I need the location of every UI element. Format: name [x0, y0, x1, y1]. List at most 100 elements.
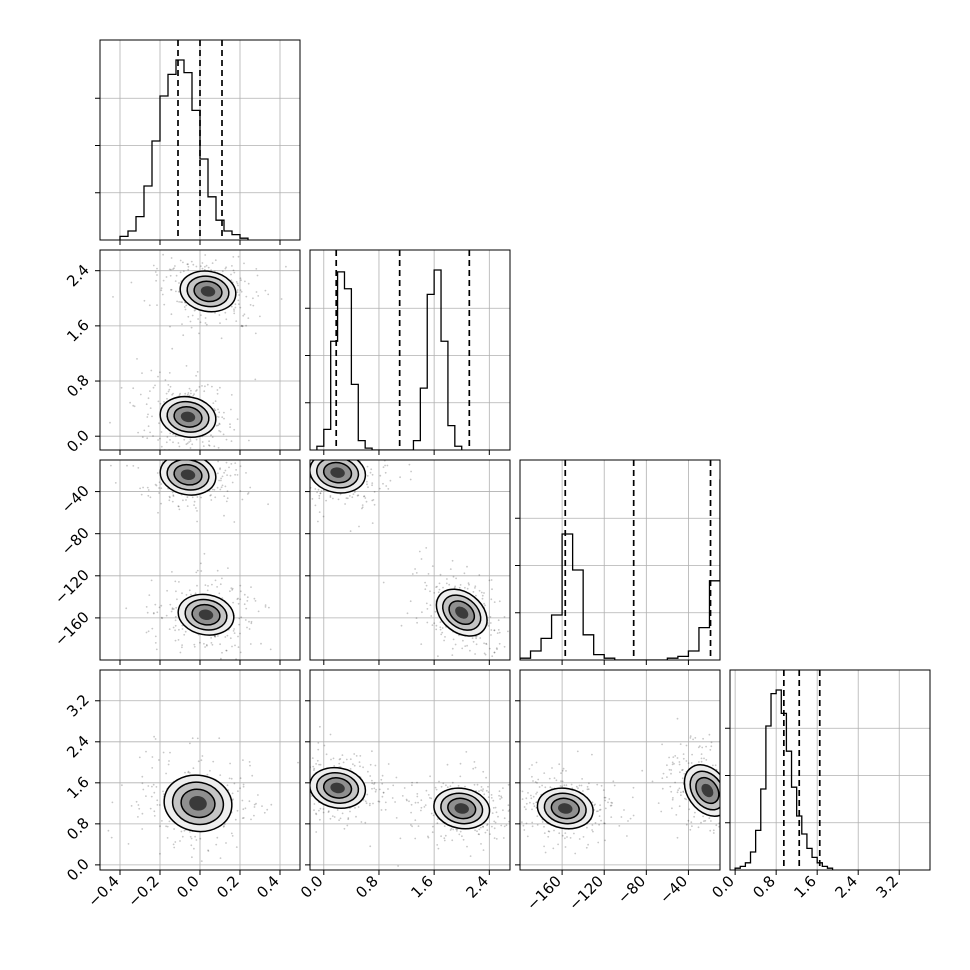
scatter-point: [322, 515, 325, 518]
scatter-point: [474, 766, 477, 769]
scatter-point: [722, 796, 724, 798]
scatter-point: [229, 426, 232, 428]
scatter-point: [176, 598, 178, 601]
scatter-point: [582, 790, 584, 792]
scatter-point: [373, 491, 376, 493]
scatter-point: [708, 817, 711, 819]
y-tick-label: −160: [51, 608, 93, 650]
scatter-point: [487, 785, 489, 788]
scatter-point: [319, 492, 322, 495]
scatter-point: [553, 829, 555, 832]
scatter-point: [604, 799, 607, 802]
scatter-point: [700, 821, 702, 824]
scatter-point: [158, 606, 161, 609]
histogram-step-line: [520, 479, 720, 660]
scatter-point: [673, 762, 675, 765]
scatter-point: [337, 498, 340, 501]
scatter-point: [169, 603, 172, 606]
scatter-point: [160, 431, 163, 433]
scatter-point: [604, 796, 607, 799]
scatter-point: [160, 502, 163, 505]
scatter-point: [425, 584, 428, 587]
scatter-point: [491, 664, 493, 666]
scatter-point: [212, 760, 215, 763]
scatter-point: [561, 785, 564, 788]
scatter-point: [678, 787, 681, 790]
scatter-point: [190, 389, 192, 392]
scatter-point: [147, 413, 149, 416]
scatter-point: [191, 314, 194, 317]
scatter-point: [287, 485, 289, 487]
scatter-point: [196, 371, 199, 373]
scatter-point: [472, 767, 475, 770]
scatter-point: [338, 758, 341, 761]
scatter-point: [436, 844, 439, 846]
scatter-point: [173, 846, 176, 849]
scatter-point: [591, 801, 594, 804]
scatter-point: [737, 787, 739, 789]
scatter-point: [294, 745, 296, 747]
scatter-point: [317, 488, 320, 491]
scatter-point: [427, 573, 430, 575]
scatter-point: [739, 844, 741, 846]
scatter-point: [219, 857, 222, 859]
scatter-point: [188, 771, 191, 774]
scatter-point: [524, 654, 526, 656]
scatter-point: [368, 804, 371, 807]
scatter-point: [356, 494, 359, 497]
scatter-point: [317, 455, 319, 457]
scatter-point: [190, 260, 193, 263]
scatter-point: [674, 781, 676, 784]
scatter-point: [553, 777, 556, 779]
scatter-point: [160, 616, 163, 619]
scatter-point: [500, 795, 502, 798]
scatter-point: [532, 780, 534, 782]
scatter-point: [482, 849, 485, 851]
scatter-point: [286, 803, 288, 805]
scatter-point: [237, 299, 240, 302]
scatter-point: [205, 323, 208, 326]
scatter-point: [469, 649, 471, 652]
y-tick-label: 1.6: [63, 316, 93, 346]
scatter-point: [257, 295, 260, 297]
scatter-point: [710, 741, 713, 744]
scatter-point: [382, 466, 385, 469]
scatter-point: [301, 482, 303, 484]
scatter-point: [193, 504, 196, 506]
scatter-point: [126, 464, 128, 467]
scatter-point: [492, 799, 495, 802]
scatter-point: [162, 751, 165, 754]
scatter-point: [200, 314, 202, 317]
scatter-point: [681, 777, 684, 780]
scatter-point: [164, 379, 167, 381]
scatter-point: [451, 559, 454, 562]
scatter-point: [365, 802, 368, 805]
scatter-point: [497, 619, 500, 622]
scatter-point: [319, 818, 321, 821]
scatter-point: [242, 808, 245, 811]
scatter-point: [255, 291, 258, 293]
scatter-point: [231, 835, 234, 837]
scatter-point: [156, 432, 158, 434]
scatter-point: [538, 786, 541, 788]
scatter-point: [491, 825, 493, 828]
scatter-point: [318, 809, 320, 812]
scatter-point: [196, 584, 198, 587]
scatter-point: [230, 440, 233, 442]
scatter-point: [185, 443, 188, 446]
scatter-point: [420, 643, 423, 645]
scatter-point: [451, 839, 454, 842]
scatter-point: [336, 809, 339, 811]
scatter-point: [733, 785, 735, 787]
scatter-point: [548, 777, 551, 780]
scatter-point: [452, 638, 455, 641]
scatter-point: [171, 393, 174, 396]
scatter-point: [229, 590, 231, 593]
scatter-point: [548, 830, 551, 833]
scatter-point: [301, 509, 303, 511]
scatter-point: [182, 270, 185, 273]
scatter-point: [178, 581, 180, 583]
scatter-point: [403, 787, 406, 789]
scatter-point: [164, 447, 166, 449]
scatter-point: [496, 632, 499, 634]
